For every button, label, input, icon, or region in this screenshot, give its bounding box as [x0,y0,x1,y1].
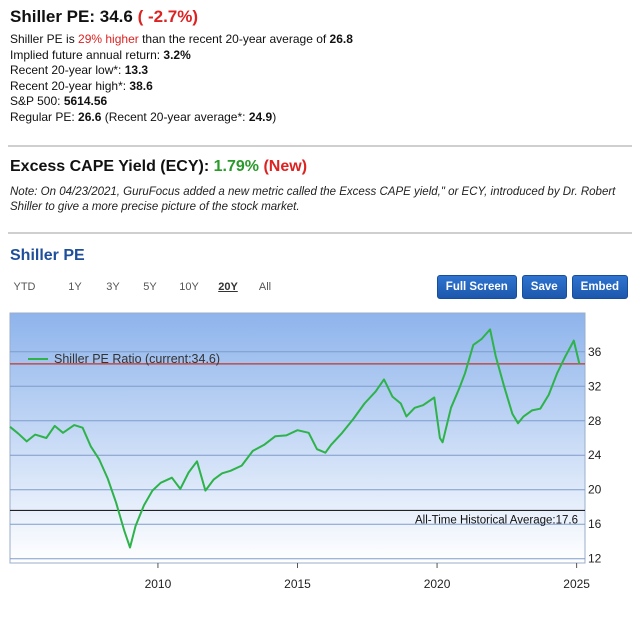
stat-sp500-label: S&P 500: [10,94,64,108]
stat-20y-high: Recent 20-year high*: 38.6 [10,79,630,95]
shiller-pe-chart: 12 16 20 24 28 32 36 2010 2015 2020 2025 All-Time H… [9,312,602,591]
stat-sp500: S&P 500: 5614.56 [10,94,630,110]
summary-panel: Shiller PE: 34.6 ( -2.7%) Shiller PE is … [10,6,630,125]
range-ytd[interactable]: YTD [13,281,36,293]
stats-list: Shiller PE is 29% higher than the recent… [10,32,630,125]
range-10y[interactable]: 10Y [179,281,199,293]
stat-comparison-avg: 26.8 [329,32,353,46]
headline-change: ( -2.7%) [137,7,199,26]
embed-button[interactable]: Embed [571,275,628,299]
stat-implied-return: Implied future annual return: 3.2% [10,48,630,64]
ecy-note: Note: On 04/23/2021, GuruFocus added a n… [10,186,616,213]
y-tick-label: 36 [588,345,602,359]
historical-average-label: All-Time Historical Average:17.6 [415,514,578,526]
range-20y[interactable]: 20Y [218,281,238,293]
stat-comparison: Shiller PE is 29% higher than the recent… [10,32,630,48]
y-tick-label: 20 [588,483,602,497]
x-tick-label: 2010 [145,577,172,591]
divider-1 [8,145,632,147]
ecy-headline: Excess CAPE Yield (ECY): 1.79% (New) [10,158,307,176]
shiller-pe-headline: Shiller PE: 34.6 ( -2.7%) [10,6,630,28]
stat-20y-low-value: 13.3 [124,63,149,77]
stat-comparison-pct: 29% higher [78,32,139,46]
series-line [9,328,581,549]
stat-20y-high-label: Recent 20-year high*: [10,78,130,93]
legend-label: Shiller PE Ratio (current:34.6) [54,352,220,366]
stat-implied-return-value: 3.2% [163,47,191,62]
y-tick-label: 28 [588,414,602,428]
stat-20y-high-value: 38.6 [129,78,153,93]
y-tick-label: 12 [588,552,602,566]
stat-comparison-pre: Shiller PE is [10,32,79,46]
y-tick-label: 24 [588,448,602,462]
range-3y[interactable]: 3Y [106,281,120,293]
stat-20y-low-label: Recent 20-year low*: [10,63,125,77]
range-1y[interactable]: 1Y [68,281,82,293]
headline-value: 34.6 [99,7,133,26]
ecy-label: Excess CAPE Yield (ECY): [10,158,214,175]
range-all[interactable]: All [258,281,272,293]
stat-regular-pe-value: 26.6 [78,109,102,124]
stat-regular-pe-mid: (Recent 20-year average*: [101,109,249,124]
headline-prefix: Shiller PE: [10,7,100,26]
x-tick-label: 2020 [424,577,451,591]
save-button[interactable]: Save [521,275,567,299]
stat-regular-pe: Regular PE: 26.6 (Recent 20-year average… [10,110,630,126]
y-tick-label: 16 [588,517,602,531]
stat-implied-return-label: Implied future annual return: [10,47,164,62]
x-tick-label: 2015 [284,577,311,591]
x-tick-label: 2025 [563,577,590,591]
chart-toolbar: Full Screen Save Embed [436,275,628,299]
plot-area [9,312,586,564]
chart-title: Shiller PE [10,247,85,264]
stat-comparison-mid: than the recent 20-year average of [138,32,330,46]
full-screen-button[interactable]: Full Screen [436,275,517,299]
stat-20y-low: Recent 20-year low*: 13.3 [10,63,630,79]
stat-regular-pe-label: Regular PE: [10,109,79,124]
stat-regular-pe-avg: 24.9 [248,109,273,124]
y-tick-label: 32 [588,379,602,393]
range-selector: YTD 1Y 3Y 5Y 10Y 20Y All [12,281,278,293]
ecy-new-badge: (New) [263,158,308,175]
ecy-value: 1.79% [213,158,260,175]
stat-regular-pe-end: ) [272,109,277,124]
stat-sp500-value: 5614.56 [63,94,108,108]
divider-2 [8,232,632,234]
range-5y[interactable]: 5Y [143,281,157,293]
